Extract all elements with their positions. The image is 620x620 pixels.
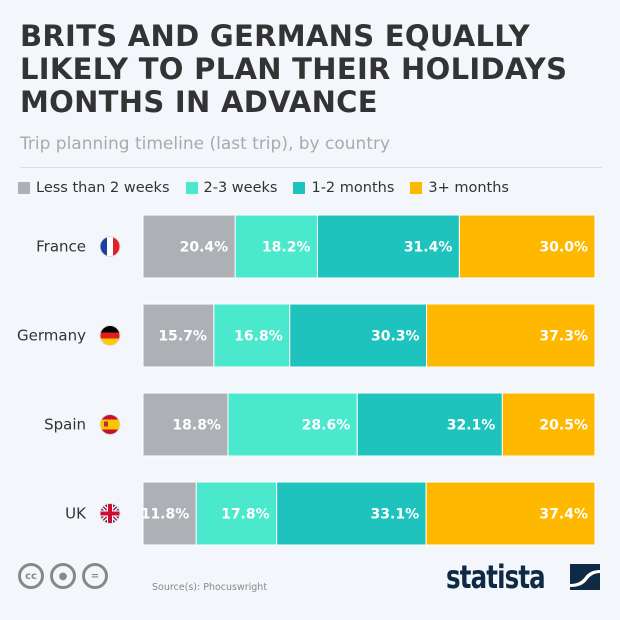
uk-flag-icon	[99, 503, 121, 524]
bar-segment	[426, 303, 596, 368]
bar-segment	[195, 481, 278, 546]
data-label: 30.0%	[539, 240, 588, 256]
legend-swatch	[293, 182, 306, 194]
legend-item: 2-3 weeks	[185, 180, 278, 196]
bar-segment	[142, 481, 197, 546]
legend-item: Less than 2 weeks	[18, 180, 170, 196]
france-flag-icon	[99, 236, 121, 257]
bar-segment	[458, 214, 596, 279]
data-label: 18.8%	[172, 418, 221, 434]
legend-item: 3+ months	[410, 180, 509, 196]
source: Source(s): Phocuswright	[152, 582, 268, 593]
divider	[20, 167, 602, 168]
brand-text: statista	[446, 558, 546, 596]
data-label: 17.8%	[221, 507, 270, 523]
legend-label: Less than 2 weeks	[36, 180, 170, 196]
chart-title: BRITS AND GERMANS EQUALLY LIKELY TO PLAN…	[20, 19, 568, 119]
category-label: UK	[65, 505, 87, 523]
category-label: Spain	[44, 416, 86, 434]
data-label: 30.3%	[371, 329, 420, 345]
legend: Less than 2 weeks 2-3 weeks 1-2 months 3+ m…	[18, 180, 509, 196]
data-label: 32.1%	[447, 418, 496, 434]
bar-segment	[289, 303, 428, 368]
cc-icon: cc	[18, 563, 44, 589]
bar-segment	[316, 214, 460, 279]
spain-flag-icon	[99, 414, 121, 435]
legend-swatch	[410, 182, 423, 194]
no-derivatives-icon: =	[82, 563, 108, 589]
data-label: 16.8%	[234, 329, 283, 345]
bar-segment	[227, 392, 358, 457]
data-label: 37.3%	[539, 329, 588, 345]
legend-swatch	[18, 182, 30, 194]
bar-segment	[142, 392, 229, 457]
category-label: Germany	[17, 327, 86, 345]
data-label: 11.8%	[141, 507, 190, 523]
bar-segment	[213, 303, 291, 368]
bar-segment	[142, 303, 215, 368]
germany-flag-icon	[99, 325, 121, 346]
legend-label: 1-2 months	[311, 180, 395, 196]
statista-logo: statista	[446, 558, 601, 596]
bar-segment	[425, 481, 596, 546]
attribution-icon: ●	[50, 563, 76, 589]
data-label: 31.4%	[404, 240, 453, 256]
legend-label: 3+ months	[428, 180, 509, 196]
bar-segment	[142, 214, 236, 279]
bar-segment	[276, 481, 427, 546]
legend-label: 2-3 weeks	[203, 180, 278, 196]
bar-segment	[356, 392, 503, 457]
data-label: 33.1%	[371, 507, 420, 523]
data-label: 15.7%	[158, 329, 207, 345]
chart-subtitle: Trip planning timeline (last trip), by c…	[20, 134, 391, 154]
data-label: 20.5%	[539, 418, 588, 434]
statista-logo-icon	[570, 564, 601, 590]
data-label: 20.4%	[180, 240, 229, 256]
bar-segment	[234, 214, 318, 279]
legend-swatch	[185, 182, 198, 194]
category-label: France	[36, 238, 86, 256]
data-label: 18.2%	[262, 240, 311, 256]
license-icons: cc ● =	[18, 563, 108, 589]
data-label: 28.6%	[302, 418, 351, 434]
bar-segment	[501, 392, 596, 457]
legend-item: 1-2 months	[293, 180, 394, 196]
data-label: 37.4%	[539, 507, 588, 523]
